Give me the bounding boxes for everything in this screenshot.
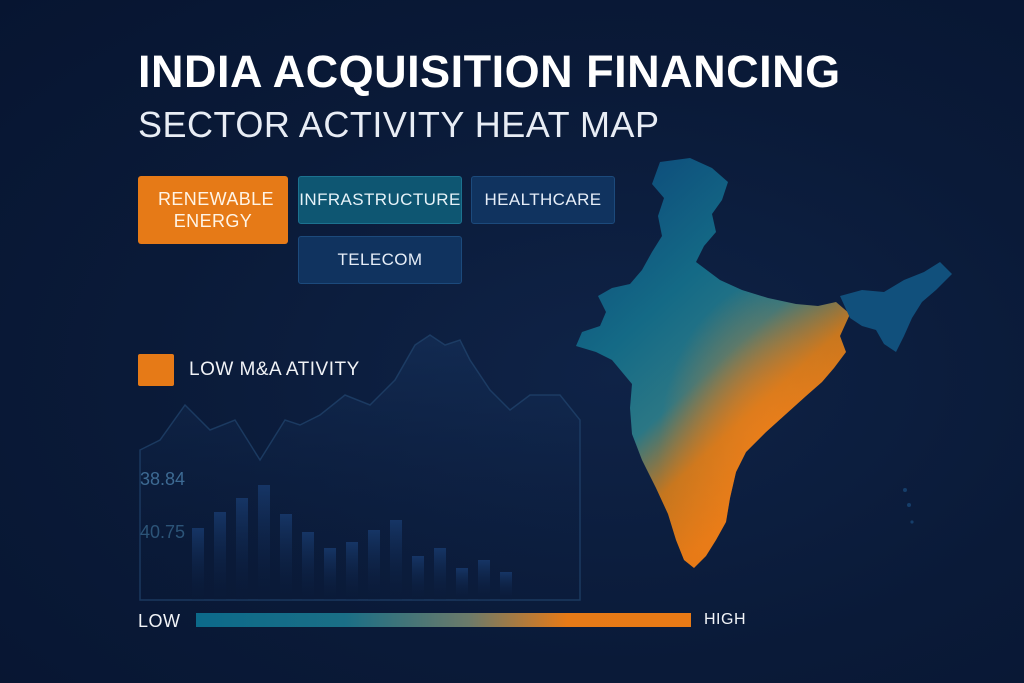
legend-swatch [138,354,174,386]
scale-high-label: HIGH [704,611,746,628]
page-title: INDIA ACQUISITION FINANCING [138,46,841,97]
legend-label: LOW M&A ATIVITY [189,359,360,380]
background-stat-value: 40.75 [140,522,186,542]
background-area-shape [139,334,581,601]
sector-chip-label: RENEWABLE ENERGY [158,189,274,231]
island-dot [907,503,911,507]
heat-scale-bar [196,613,691,627]
india-northeast-shape [840,262,952,352]
island-dot [903,488,907,492]
sector-chip-label: INFRASTRUCTURE [299,190,461,209]
india-mainland-glow [576,158,850,568]
background-stat-value: 38.84 [140,469,186,489]
sector-chip-label: HEALTHCARE [484,190,602,209]
background-bars [192,485,512,600]
sector-chip-telecom[interactable]: TELECOM [298,236,462,284]
sector-chip-infrastructure[interactable]: INFRASTRUCTURE [298,176,462,224]
sector-chip-renewable-energy[interactable]: RENEWABLE ENERGY [138,176,288,244]
page-subtitle: SECTOR ACTIVITY HEAT MAP [138,104,660,145]
island-dot [910,520,914,524]
sector-chip-healthcare[interactable]: HEALTHCARE [471,176,615,224]
scale-low-label: LOW [138,611,181,631]
sector-chip-label: TELECOM [337,250,423,269]
